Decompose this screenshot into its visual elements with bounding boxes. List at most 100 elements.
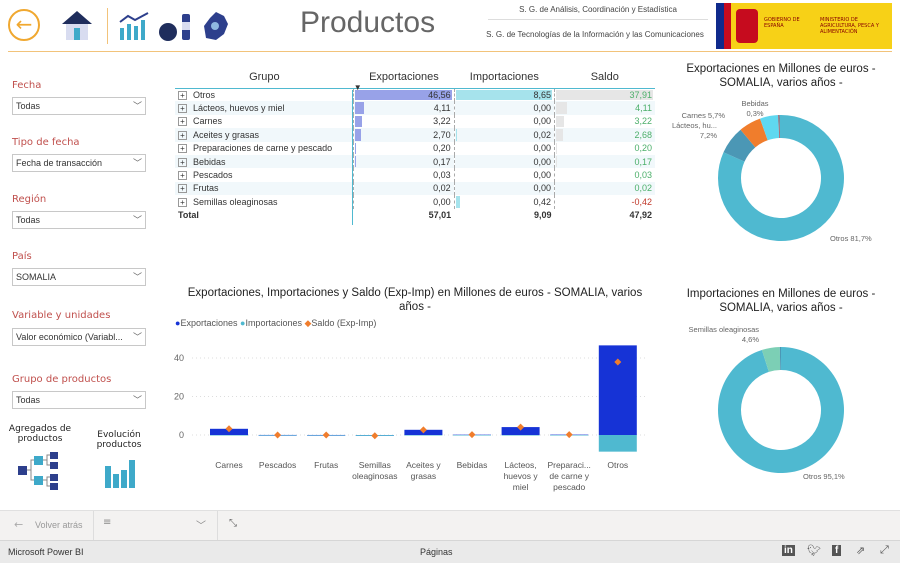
table-row[interactable]: + Pescados 0,03 0,00 0,03 bbox=[175, 168, 655, 182]
bar-chart-title: Exportaciones, Importaciones y Saldo (Ex… bbox=[187, 287, 643, 313]
nav-agregados-label[interactable]: Agregados de productos bbox=[8, 424, 72, 444]
donut-slice[interactable] bbox=[779, 347, 781, 371]
cell-exportaciones: 3,22 bbox=[353, 114, 455, 129]
donut-slice[interactable] bbox=[778, 115, 780, 139]
group-name: Frutas bbox=[193, 183, 219, 194]
cell-importaciones: 0,00 bbox=[453, 154, 555, 169]
dropdown-value: Valor económico (Variabl... bbox=[16, 332, 123, 342]
donut-slice[interactable] bbox=[761, 347, 781, 372]
value: 0,00 bbox=[533, 183, 552, 194]
row-label: + Preparaciones de carne y pescado bbox=[175, 142, 354, 155]
expand-icon[interactable]: + bbox=[178, 157, 187, 167]
donut-slice[interactable] bbox=[760, 115, 780, 141]
expand-icon[interactable]: + bbox=[178, 117, 187, 127]
expand-icon[interactable]: + bbox=[178, 184, 187, 194]
expand-icon[interactable]: + bbox=[178, 171, 187, 181]
cell-importaciones: 0,00 bbox=[453, 168, 555, 182]
table-row[interactable]: + Otros 46,56 8,65 37,91 bbox=[175, 88, 655, 102]
table-row[interactable]: + Preparaciones de carne y pescado 0,20 0… bbox=[175, 141, 655, 155]
collapse-icon[interactable]: ⤡ bbox=[229, 518, 237, 529]
expand-icon[interactable]: + bbox=[178, 130, 187, 140]
tipo-fecha-dropdown[interactable]: Fecha de transacción ﹀ bbox=[12, 154, 146, 172]
cell-saldo: 37,91 bbox=[554, 88, 655, 102]
col-header-saldo[interactable]: Saldo bbox=[590, 70, 619, 83]
filter-label-pais: País bbox=[12, 251, 32, 262]
marker-saldo[interactable] bbox=[517, 423, 525, 431]
marker-saldo[interactable] bbox=[371, 432, 379, 440]
chevron-down-icon[interactable]: ﹀ bbox=[196, 521, 206, 532]
nav-evolucion-label[interactable]: Evolución productos bbox=[96, 430, 142, 450]
marker-saldo[interactable] bbox=[419, 426, 427, 434]
bar-importaciones[interactable] bbox=[404, 435, 443, 436]
pais-dropdown[interactable]: SOMALIA ﹀ bbox=[12, 268, 146, 286]
expand-icon[interactable]: + bbox=[178, 104, 187, 114]
chevron-down-icon: ﹀ bbox=[132, 272, 142, 282]
value: 0,03 bbox=[433, 170, 451, 181]
bookmarks-menu-icon[interactable]: ≡ bbox=[103, 517, 112, 528]
marker-saldo[interactable] bbox=[614, 358, 622, 366]
linkedin-icon[interactable]: in bbox=[782, 545, 795, 556]
volver-atras-button[interactable]: Volver atrás bbox=[35, 520, 83, 530]
marker-saldo[interactable] bbox=[274, 431, 282, 439]
chevron-down-icon: ﹀ bbox=[132, 101, 142, 111]
bar-importaciones[interactable] bbox=[598, 435, 637, 452]
europe-map-icon[interactable] bbox=[198, 8, 234, 44]
col-header-exportaciones[interactable]: Exportaciones ▼ bbox=[354, 66, 454, 92]
cell-exportaciones: 0,20 bbox=[353, 141, 455, 155]
facebook-icon[interactable]: f bbox=[832, 545, 842, 556]
home-icon[interactable] bbox=[60, 8, 94, 42]
legend-exportaciones[interactable]: Exportaciones bbox=[180, 318, 238, 328]
grupo-dropdown[interactable]: Todas ﹀ bbox=[12, 391, 146, 409]
bar-exportaciones[interactable] bbox=[501, 427, 540, 435]
pages-button[interactable]: Páginas bbox=[420, 547, 453, 557]
app-name: Microsoft Power BI bbox=[8, 547, 84, 557]
donut-slice[interactable] bbox=[779, 115, 781, 139]
col-header-importaciones[interactable]: Importaciones bbox=[469, 70, 539, 83]
marker-saldo[interactable] bbox=[468, 431, 476, 439]
table-row[interactable]: + Aceites y grasas 2,70 0,02 2,68 bbox=[175, 128, 655, 142]
expand-icon[interactable]: + bbox=[178, 144, 187, 154]
bar-importaciones[interactable] bbox=[501, 435, 540, 436]
legend-saldo[interactable]: Saldo (Exp-Imp) bbox=[311, 318, 377, 328]
matrix-table: Grupo Exportaciones ▼ Importaciones Saldo… bbox=[175, 66, 655, 222]
bar-importaciones[interactable] bbox=[210, 435, 248, 436]
table-row[interactable]: + Bebidas 0,17 0,00 0,17 bbox=[175, 154, 655, 169]
legend-dot-icon: ● bbox=[240, 318, 246, 328]
region-dropdown[interactable]: Todas ﹀ bbox=[12, 211, 146, 229]
cell-importaciones: 0,42 bbox=[453, 195, 555, 209]
donut-slice[interactable] bbox=[718, 115, 844, 241]
twitter-icon[interactable]: 🐦︎ bbox=[807, 545, 821, 557]
expand-icon[interactable]: + bbox=[178, 197, 187, 207]
expand-icon[interactable]: + bbox=[178, 90, 187, 100]
table-row[interactable]: + Semillas oleaginosas 0,00 0,42 -0,42 bbox=[175, 195, 655, 209]
donut-slice[interactable] bbox=[723, 129, 756, 162]
marker-saldo[interactable] bbox=[225, 425, 233, 433]
value: 37,91 bbox=[629, 89, 652, 100]
hierarchy-icon[interactable] bbox=[16, 450, 62, 492]
header-divider bbox=[8, 51, 892, 52]
food-icon[interactable] bbox=[156, 10, 194, 42]
y-tick-label: 0 bbox=[179, 430, 184, 440]
fecha-dropdown[interactable]: Todas ﹀ bbox=[12, 97, 146, 115]
marker-saldo[interactable] bbox=[322, 431, 330, 439]
bar-chart-icon[interactable] bbox=[104, 458, 138, 490]
chart-icon[interactable] bbox=[118, 10, 152, 42]
table-row[interactable]: + Frutas 0,02 0,00 0,02 bbox=[175, 181, 655, 196]
back-arrow-icon[interactable]: ← bbox=[8, 9, 40, 41]
col-header-grupo[interactable]: Grupo bbox=[249, 70, 280, 83]
share-icon[interactable]: ⇗ bbox=[856, 545, 866, 557]
filter-label-grupo: Grupo de productos bbox=[12, 374, 112, 385]
table-row[interactable]: + Carnes 3,22 0,00 3,22 bbox=[175, 114, 655, 129]
legend-importaciones[interactable]: Importaciones bbox=[245, 318, 302, 328]
marker-saldo[interactable] bbox=[565, 431, 573, 439]
value: 0,20 bbox=[634, 143, 652, 154]
variable-dropdown[interactable]: Valor económico (Variabl... ﹀ bbox=[12, 328, 146, 346]
fullscreen-icon[interactable]: ⤢ bbox=[880, 544, 889, 556]
bar-chart: 0 20 40 Carnes Pescados Frutas Semillas oleagin… bbox=[174, 345, 645, 492]
data-bar bbox=[355, 102, 364, 114]
table-row[interactable]: + Lácteos, huevos y miel 4,11 0,00 4,11 bbox=[175, 101, 655, 115]
donut-slice[interactable] bbox=[740, 118, 768, 148]
donut-label: Otros 95,1% bbox=[803, 472, 845, 481]
donut-slice[interactable] bbox=[718, 347, 844, 473]
dropdown-value: Fecha de transacción bbox=[16, 158, 103, 168]
